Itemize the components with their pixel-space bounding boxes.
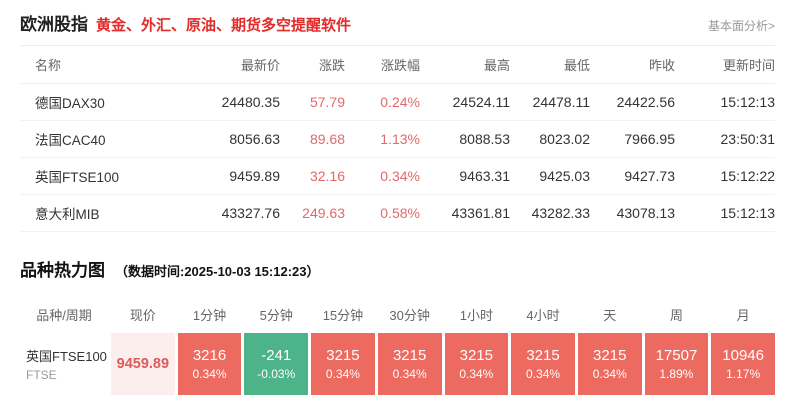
- fundamental-analysis-link[interactable]: 基本面分析>: [707, 19, 775, 33]
- current-price-cell: 9459.89: [111, 333, 175, 395]
- high-value: 24524.11: [452, 94, 510, 110]
- cell-pct: 0.34%: [526, 367, 561, 381]
- col-symbol-period: 品种/周期: [36, 307, 92, 323]
- index-name: 英国FTSE100: [35, 170, 120, 185]
- col-5min: 5分钟: [259, 307, 293, 323]
- current-price: 9459.89: [116, 356, 170, 372]
- heat-cell-5min[interactable]: -241 -0.03%: [244, 333, 309, 395]
- update-time: 15:12:13: [720, 94, 776, 110]
- heatmap-symbol-cell: 英国FTSE100 FTSE: [20, 333, 108, 395]
- change-pct: 0.34%: [380, 168, 420, 184]
- symbol-name: 英国FTSE100: [26, 349, 107, 364]
- low-value: 9425.03: [539, 168, 590, 184]
- col-4hour: 4小时: [526, 307, 560, 323]
- high-value: 8088.53: [459, 131, 510, 147]
- low-value: 43282.33: [531, 205, 590, 221]
- page-header: 欧洲股指 黄金、外汇、原油、期货多空提醒软件 基本面分析>: [20, 10, 775, 46]
- change-value: 89.68: [309, 131, 345, 147]
- heatmap-column-headers: 品种/周期 现价 1分钟 5分钟 15分钟 30分钟 1小时 4小时 天 周 月: [20, 299, 775, 329]
- heat-cell-day[interactable]: 3215 0.34%: [577, 333, 642, 395]
- change-value: 57.79: [309, 94, 345, 110]
- table-row-mib[interactable]: 意大利MIB 43327.76 249.63 0.58% 43361.81 43…: [20, 195, 775, 232]
- change-pct: 0.58%: [380, 205, 420, 221]
- promo-link[interactable]: 黄金、外汇、原油、期货多空提醒软件: [96, 17, 352, 34]
- cell-value: 17507: [655, 347, 698, 364]
- cell-pct: 0.34%: [592, 367, 627, 381]
- heatmap-header: 品种热力图 （数据时间:2025-10-03 15:12:23）: [20, 256, 775, 281]
- col-low: 最低: [563, 58, 590, 73]
- col-last-price: 最新价: [240, 58, 280, 73]
- index-table-header: 名称 最新价 涨跌 涨跌幅 最高 最低 昨收 更新时间: [20, 46, 775, 84]
- col-30min: 30分钟: [389, 307, 430, 323]
- cell-pct: 1.89%: [659, 367, 694, 381]
- heat-cell-month[interactable]: 10946 1.17%: [711, 333, 775, 395]
- cell-value: 3215: [326, 347, 360, 364]
- index-name: 法国CAC40: [35, 133, 106, 148]
- page-title: 欧洲股指: [20, 15, 88, 34]
- heat-cell-4hour[interactable]: 3215 0.34%: [511, 333, 575, 395]
- col-1min: 1分钟: [192, 307, 227, 323]
- cell-pct: -0.03%: [257, 367, 296, 381]
- col-1hour: 1小时: [459, 307, 493, 323]
- col-current-price: 现价: [129, 307, 156, 323]
- index-name: 意大利MIB: [35, 207, 100, 222]
- col-week: 周: [669, 307, 683, 323]
- cell-pct: 0.34%: [392, 367, 427, 381]
- last-price: 24480.35: [221, 94, 280, 110]
- page: 欧洲股指 黄金、外汇、原油、期货多空提醒软件 基本面分析> 名称 最新价 涨跌 …: [20, 10, 775, 395]
- cell-pct: 0.34%: [459, 367, 494, 381]
- cell-pct: 0.34%: [192, 367, 227, 381]
- cell-value: 10946: [722, 347, 764, 364]
- low-value: 24478.11: [532, 94, 590, 110]
- heat-cell-1min[interactable]: 3216 0.34%: [177, 333, 242, 395]
- prev-close: 7966.95: [624, 131, 675, 147]
- col-change: 涨跌: [318, 58, 345, 73]
- prev-close: 9427.73: [624, 168, 675, 184]
- change-pct: 1.13%: [380, 131, 420, 147]
- update-time: 15:12:13: [720, 205, 776, 221]
- heatmap-row-ftse100: 英国FTSE100 FTSE 9459.89 3216 0.34% -241 -…: [20, 333, 775, 395]
- col-high: 最高: [483, 58, 510, 73]
- last-price: 8056.63: [229, 131, 280, 147]
- heat-cell-week[interactable]: 17507 1.89%: [644, 333, 709, 395]
- cell-pct: 0.34%: [325, 367, 360, 381]
- col-change-pct: 涨跌幅: [380, 58, 420, 73]
- heat-cell-15min[interactable]: 3215 0.34%: [311, 333, 375, 395]
- change-value: 249.63: [302, 205, 345, 221]
- heatmap-title: 品种热力图: [20, 261, 105, 280]
- cell-pct: 1.17%: [726, 367, 761, 381]
- col-15min: 15分钟: [322, 307, 364, 323]
- high-value: 9463.31: [459, 168, 510, 184]
- change-pct: 0.24%: [380, 94, 420, 110]
- table-row-ftse100[interactable]: 英国FTSE100 9459.89 32.16 0.34% 9463.31 94…: [20, 158, 775, 195]
- update-time: 23:50:31: [720, 131, 776, 147]
- index-name: 德国DAX30: [35, 96, 105, 111]
- heat-cell-1hour[interactable]: 3215 0.34%: [444, 333, 509, 395]
- prev-close: 24422.56: [616, 94, 675, 110]
- col-update-time: 更新时间: [722, 58, 775, 73]
- col-prev-close: 昨收: [648, 58, 675, 73]
- col-name: 名称: [35, 58, 62, 73]
- cell-value: 3215: [459, 347, 494, 364]
- heatmap-data-time: （数据时间:2025-10-03 15:12:23）: [115, 264, 320, 279]
- last-price: 9459.89: [229, 168, 280, 184]
- high-value: 43361.81: [451, 205, 510, 221]
- low-value: 8023.02: [539, 131, 590, 147]
- update-time: 15:12:22: [720, 168, 776, 184]
- cell-value: 3216: [192, 347, 227, 364]
- cell-value: -241: [261, 347, 292, 364]
- heat-cell-30min[interactable]: 3215 0.34%: [377, 333, 442, 395]
- change-value: 32.16: [309, 168, 345, 184]
- cell-value: 3215: [593, 347, 627, 364]
- cell-value: 3215: [526, 347, 560, 364]
- table-row-cac40[interactable]: 法国CAC40 8056.63 89.68 1.13% 8088.53 8023…: [20, 121, 775, 158]
- table-row-dax30[interactable]: 德国DAX30 24480.35 57.79 0.24% 24524.11 24…: [20, 84, 775, 121]
- col-month: 月: [736, 307, 750, 323]
- col-day: 天: [603, 307, 617, 323]
- cell-value: 3215: [392, 347, 427, 364]
- last-price: 43327.76: [221, 205, 280, 221]
- prev-close: 43078.13: [616, 205, 675, 221]
- symbol-code: FTSE: [26, 368, 57, 382]
